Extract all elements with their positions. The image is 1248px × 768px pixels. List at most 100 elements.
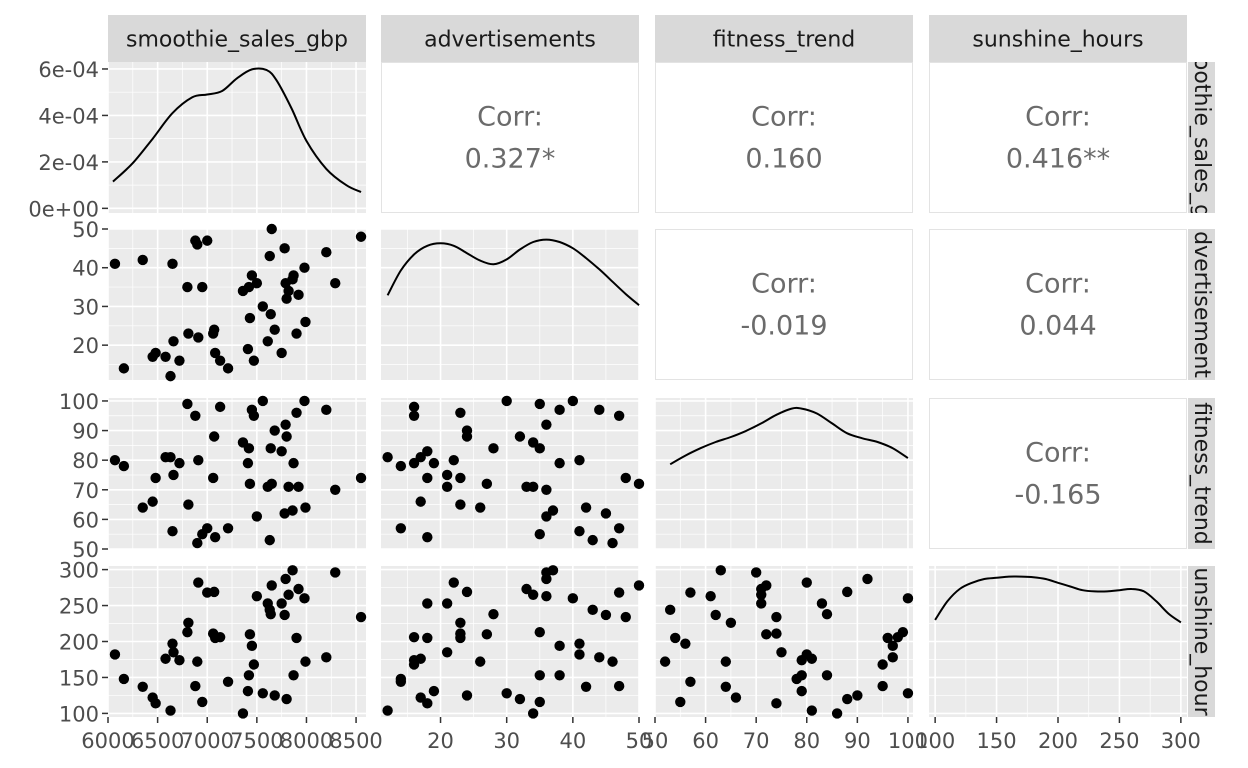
scatter-point [118, 673, 130, 685]
x-tick-label: 6500 [131, 729, 184, 753]
scatter-point [281, 693, 292, 705]
x-tick-label: 90 [844, 729, 871, 753]
scatter-point [276, 347, 287, 359]
scatter-point [527, 437, 539, 448]
scatter-point [300, 656, 311, 667]
y-tick-label: 4e-04 [38, 104, 99, 128]
scatter-point [208, 586, 220, 598]
scatter-point [214, 631, 226, 643]
scatter-point [771, 611, 782, 623]
scatter-point [756, 598, 767, 609]
scatter-point [242, 457, 254, 469]
scatter-point [633, 580, 645, 591]
x-tick-label: 250 [1099, 729, 1139, 753]
scatter-point [415, 452, 426, 463]
x-tick-label: 50 [626, 729, 653, 753]
panel-advertisements-advertisements [381, 228, 640, 380]
scatter-point [355, 611, 367, 623]
y-tick-label: 80 [72, 449, 99, 473]
scatter-point [887, 640, 898, 652]
column-strip-sunshine_hours [929, 15, 1187, 62]
scatter-point [771, 698, 782, 709]
row-strip-label: oothie_sales_g [1189, 57, 1214, 218]
x-tick-label: 20 [427, 729, 454, 753]
scatter-point [279, 243, 290, 254]
y-tick-label: 150 [59, 666, 99, 690]
scatter-point [280, 419, 291, 430]
scatter-point [242, 685, 254, 697]
scatter-point [600, 609, 612, 621]
scatter-point [183, 617, 194, 629]
scatter-point [541, 567, 552, 578]
scatter-point [183, 499, 194, 510]
scatter-point [190, 680, 201, 692]
scatter-point [193, 332, 204, 343]
scatter-point [287, 505, 298, 516]
scatter-point [192, 656, 203, 667]
scatter-point [160, 653, 171, 664]
scatter-point [441, 647, 453, 658]
x-tick-label: 200 [1038, 729, 1078, 753]
scatter-point [321, 247, 332, 258]
scatter-point [422, 531, 433, 543]
scatter-point [251, 278, 263, 289]
scatter-point [266, 478, 277, 490]
panel-advertisements-fitness_trend: Corr: -0.019 [655, 229, 913, 380]
scatter-point [730, 692, 742, 703]
scatter-point [192, 537, 203, 549]
scatter-point [209, 347, 221, 359]
scatter-point [428, 685, 440, 697]
scatter-point [441, 481, 453, 493]
scatter-point [291, 632, 302, 644]
scatter-point [283, 481, 294, 493]
panel-sunshine_hours-sunshine_hours [929, 566, 1187, 717]
scatter-point [197, 696, 208, 708]
scatter-point [266, 580, 277, 591]
scatter-point [594, 652, 605, 663]
scatter-point [541, 484, 552, 495]
correlation-value: 0.160 [745, 144, 822, 175]
panel-smoothie_sales_gbp-smoothie_sales_gbp [107, 62, 366, 213]
scatter-point [756, 583, 767, 595]
x-tick-label: 7000 [181, 729, 234, 753]
scatter-point [892, 631, 904, 643]
correlation-label: Corr: [1025, 438, 1091, 469]
column-strip-label: advertisements [424, 28, 596, 53]
panel-smoothie_sales_gbp-sunshine_hours: Corr: 0.416** [929, 62, 1187, 213]
scatter-point [243, 443, 255, 454]
scatter-point [269, 324, 280, 335]
scatter-point [534, 398, 545, 410]
scatter-point [109, 454, 121, 466]
y-tick-label: 300 [59, 559, 99, 583]
scatter-point [395, 460, 407, 472]
column-strip-label: fitness_trend [713, 28, 856, 53]
scatter-point [264, 534, 275, 546]
scatter-point [279, 508, 290, 519]
scatter-point [842, 693, 853, 705]
scatter-point [902, 593, 914, 604]
scatter-point [150, 698, 161, 709]
row-strip-smoothie_sales_gbp [1188, 62, 1215, 213]
scatter-point [455, 499, 466, 510]
scatter-point [541, 419, 552, 430]
scatter-point [580, 502, 592, 513]
scatter-point [257, 301, 268, 312]
scatter-point [422, 446, 433, 457]
scatter-point [613, 587, 625, 598]
scatter-point [771, 628, 782, 639]
scatter-point [670, 632, 681, 644]
scatter-point [455, 617, 466, 629]
scatter-point [408, 659, 420, 670]
y-tick-label: 100 [59, 702, 99, 726]
x-tick-label: 8000 [280, 729, 333, 753]
scatter-point [330, 278, 341, 289]
scatter-point [244, 312, 256, 324]
scatter-point [137, 502, 148, 513]
scatter-point [257, 688, 268, 699]
scatter-point [299, 262, 310, 273]
scatter-point [852, 690, 863, 701]
scatter-point [408, 631, 420, 643]
scatter-point [534, 626, 545, 638]
scatter-point [761, 629, 772, 640]
scatter-point [214, 401, 226, 413]
